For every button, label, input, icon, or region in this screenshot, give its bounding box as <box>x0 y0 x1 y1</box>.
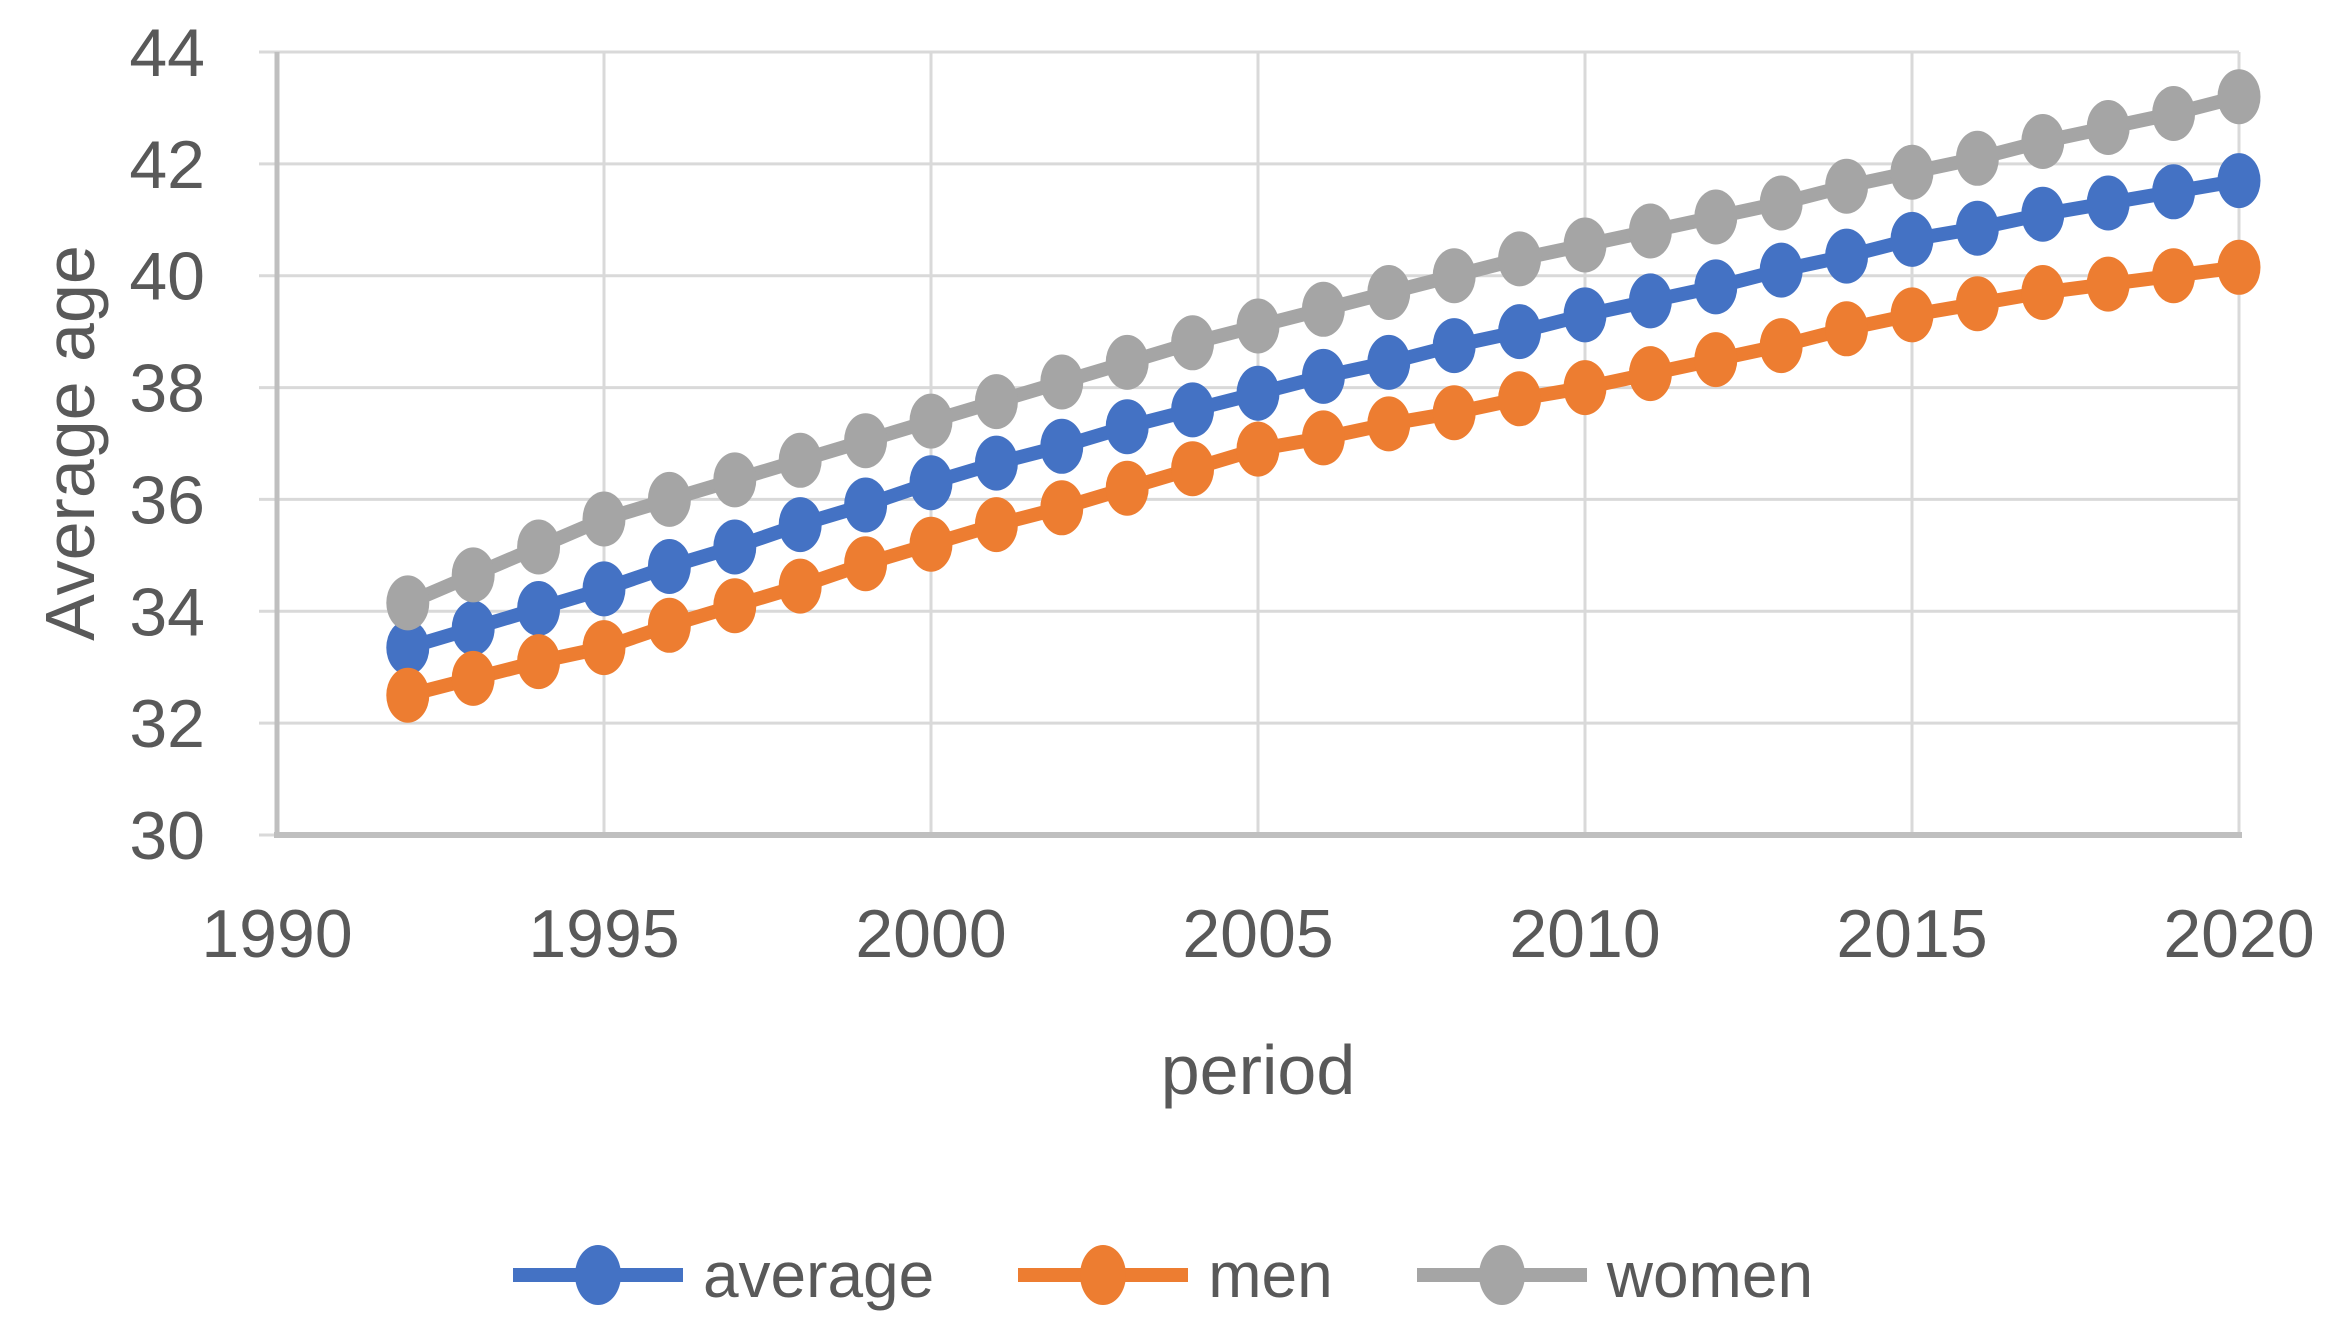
svg-text:1995: 1995 <box>528 896 679 972</box>
svg-text:2005: 2005 <box>1182 896 1333 972</box>
legend: average men women <box>0 1238 2326 1312</box>
svg-text:2000: 2000 <box>855 896 1006 972</box>
women-series-marker-icon <box>1416 1245 1587 1305</box>
svg-text:40: 40 <box>129 239 205 315</box>
legend-item-average: average <box>512 1238 935 1312</box>
x-axis-title: period <box>1160 1031 1356 1109</box>
svg-text:1990: 1990 <box>201 896 352 972</box>
svg-text:44: 44 <box>129 15 205 91</box>
svg-text:34: 34 <box>129 574 205 650</box>
men-series-marker-icon <box>1018 1245 1189 1305</box>
svg-text:42: 42 <box>129 127 205 203</box>
legend-item-women: women <box>1416 1238 1814 1312</box>
legend-label-average: average <box>702 1239 935 1311</box>
svg-text:30: 30 <box>129 798 205 874</box>
legend-label-men: men <box>1208 1239 1333 1311</box>
legend-item-men: men <box>1018 1238 1333 1312</box>
svg-text:2020: 2020 <box>2163 896 2314 972</box>
svg-text:32: 32 <box>129 686 205 762</box>
svg-text:38: 38 <box>129 351 205 427</box>
plot-area: 30 32 34 36 38 40 42 44 1990 1995 2000 2005 2010 2015… <box>129 15 2314 972</box>
svg-text:36: 36 <box>129 462 205 538</box>
average-series-marker-icon <box>512 1245 683 1305</box>
svg-text:2010: 2010 <box>1509 896 1660 972</box>
legend-label-women: women <box>1606 1239 1814 1311</box>
svg-text:2015: 2015 <box>1836 896 1987 972</box>
